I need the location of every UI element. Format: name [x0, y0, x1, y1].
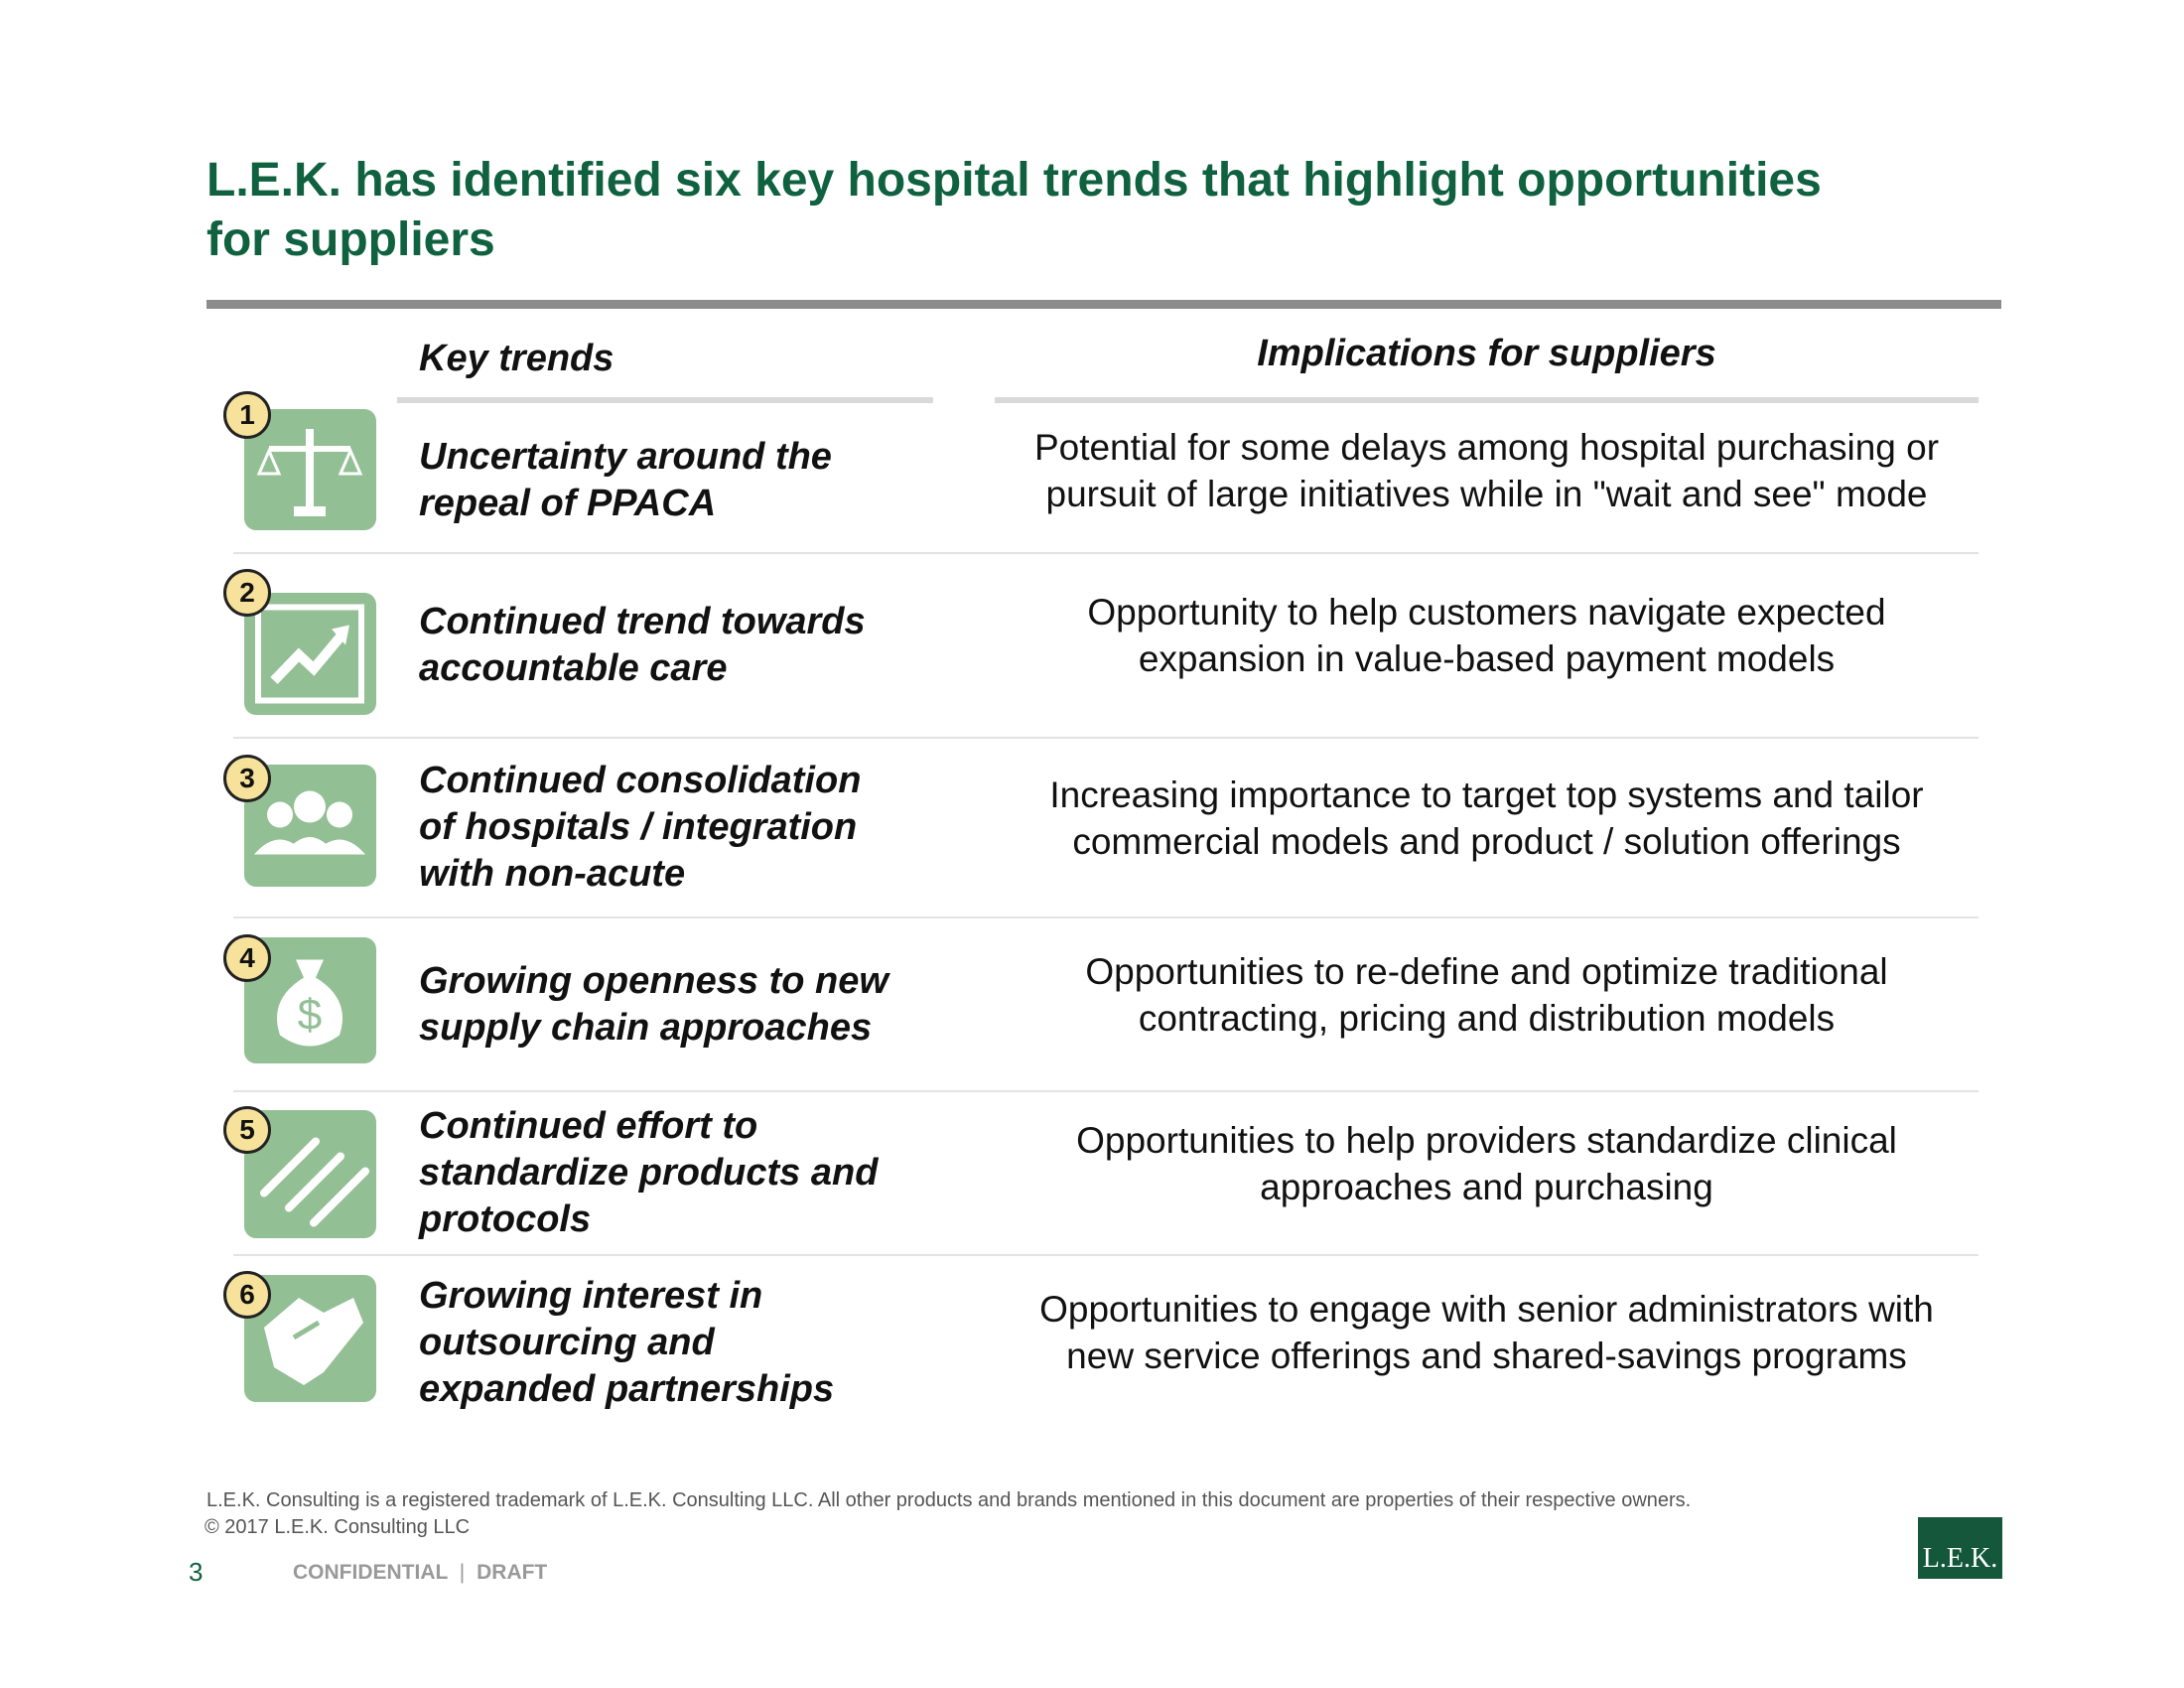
- implication-line: Opportunities to help providers standard…: [1076, 1119, 1897, 1161]
- implication-line: contracting, pricing and distribution mo…: [1138, 997, 1836, 1039]
- row-separator: [233, 737, 1979, 739]
- trend-number: 4: [223, 934, 271, 982]
- implication-cell: Potential for some delays among hospital…: [995, 397, 1979, 543]
- row-separator: [233, 916, 1979, 918]
- trend-line: Continued effort to: [419, 1105, 758, 1147]
- trend-line: repeal of PPACA: [419, 482, 717, 524]
- trend-line: with non-acute: [419, 853, 686, 895]
- copyright: © 2017 L.E.K. Consulting LLC: [205, 1516, 471, 1538]
- implication-cell: Opportunity to help customers navigate e…: [995, 543, 1979, 728]
- title-line: for suppliers: [206, 213, 495, 266]
- implication-line: expansion in value-based payment models: [1138, 638, 1836, 679]
- trend-cell: Continued effort to standardize products …: [419, 1091, 975, 1255]
- trend-line: accountable care: [419, 647, 728, 689]
- trend-number: 6: [223, 1271, 271, 1319]
- implication-line: Potential for some delays among hospital…: [1033, 426, 1940, 468]
- trend-icon: [244, 409, 376, 530]
- implication-line: Increasing importance to target top syst…: [1049, 774, 1924, 815]
- title-rule: [206, 300, 2001, 309]
- trend-cell: Growing interest in outsourcing and expand…: [419, 1255, 975, 1430]
- row-separator: [233, 552, 1979, 554]
- title-line: L.E.K. has identified six key hospital t…: [206, 154, 1822, 207]
- implication-cell: Opportunities to engage with senior admi…: [995, 1245, 1979, 1420]
- implication-line: Opportunities to engage with senior admi…: [1039, 1289, 1934, 1330]
- trademark: L.E.K. Consulting is a registered tradem…: [206, 1489, 1692, 1511]
- logo: L.E.K.: [1918, 1517, 2002, 1579]
- trend-number: 3: [223, 755, 271, 802]
- row-separator: [233, 1254, 1979, 1256]
- trend-line: supply chain approaches: [419, 1006, 873, 1049]
- implication-cell: Opportunities to re-define and optimize …: [995, 908, 1979, 1081]
- trend-number: 1: [223, 391, 271, 439]
- trend-number: 2: [223, 569, 271, 617]
- svg-text:$: $: [298, 991, 322, 1040]
- implication-line: commercial models and product / solution…: [1072, 820, 1901, 862]
- trend-icon: [244, 1275, 376, 1402]
- header-underline: [995, 397, 1979, 403]
- trend-line: Continued trend towards: [419, 601, 866, 642]
- trend-line: outsourcing and: [419, 1321, 715, 1363]
- column-header: Key trends: [419, 338, 614, 379]
- implication-cell: Increasing importance to target top syst…: [995, 728, 1979, 908]
- trend-line: protocols: [419, 1198, 592, 1240]
- title: L.E.K. has identified six key hospital t…: [206, 151, 1822, 270]
- trend-cell: Growing openness to new supply chain appr…: [419, 917, 975, 1091]
- page-number: 3: [189, 1557, 204, 1587]
- trend-cell: Uncertainty around the repeal of PPACA: [419, 407, 975, 553]
- column-header: Implications for suppliers: [1257, 333, 1716, 374]
- implication-line: pursuit of large initiatives while in "w…: [1045, 473, 1928, 514]
- draft: DRAFT: [477, 1561, 548, 1584]
- implication-line: Opportunities to re-define and optimize …: [1085, 950, 1888, 992]
- trend-icon: [244, 1110, 376, 1238]
- trend-icon: [244, 765, 376, 887]
- trend-cell: Continued trend towards accountable care: [419, 553, 975, 738]
- trend-line: standardize products and: [419, 1152, 879, 1194]
- implication-line: new service offerings and shared-savings…: [1066, 1336, 1907, 1376]
- trend-line: expanded partnerships: [419, 1367, 835, 1410]
- trend-number: 5: [223, 1106, 271, 1154]
- trend-icon: $: [244, 937, 376, 1063]
- implication-line: approaches and purchasing: [1260, 1166, 1713, 1207]
- row-separator: [233, 1090, 1979, 1092]
- trend-line: Growing interest in: [419, 1274, 763, 1317]
- implication-cell: Opportunities to help providers standard…: [995, 1081, 1979, 1245]
- trend-line: Continued consolidation: [419, 760, 862, 801]
- implication-line: Opportunity to help customers navigate e…: [1087, 592, 1886, 633]
- trend-icon: [244, 593, 376, 715]
- trend-line: Growing openness to new: [419, 959, 888, 1002]
- trend-line: Uncertainty around the: [419, 435, 832, 478]
- header-underline: [397, 397, 933, 403]
- separator: |: [459, 1561, 466, 1584]
- status: CONFIDENTIAL | DRAFT: [293, 1561, 547, 1585]
- trend-cell: Continued consolidation of hospitals / in…: [419, 738, 975, 917]
- confidential: CONFIDENTIAL: [293, 1561, 448, 1584]
- trend-line: of hospitals / integration: [419, 806, 858, 848]
